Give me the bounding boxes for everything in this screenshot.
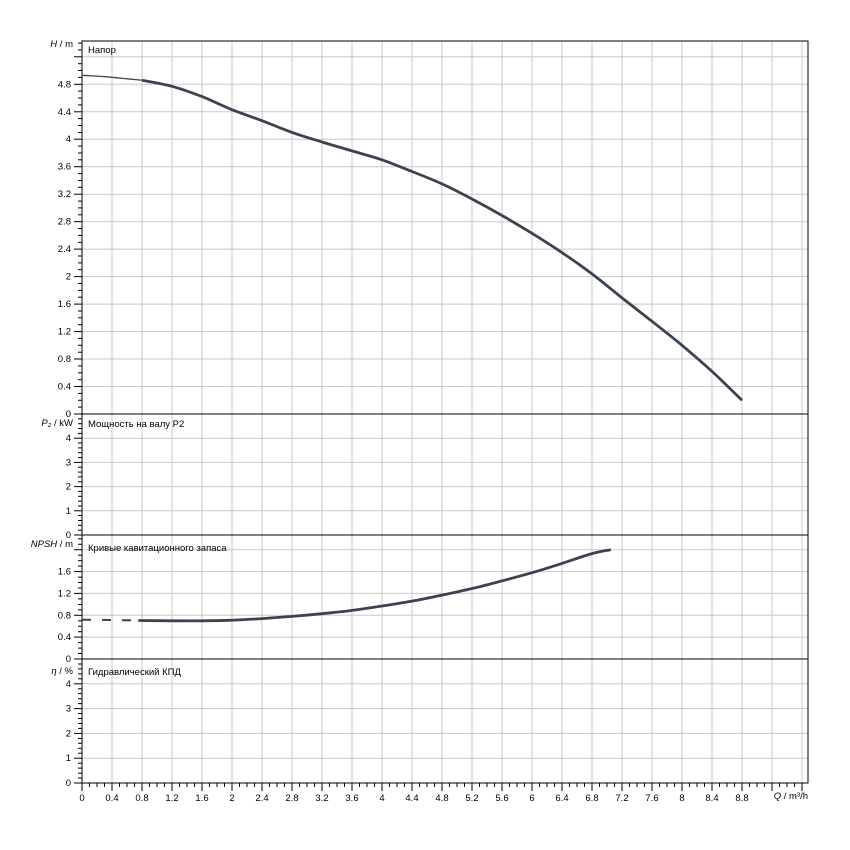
power-axis-unit: kW [59, 418, 73, 429]
x-tick-label: 1.2 [165, 793, 178, 804]
y-tick-label: 2 [66, 482, 71, 493]
y-tick-label: 4.8 [58, 79, 71, 90]
y-tick-label: 1 [66, 506, 71, 517]
x-tick-label: 4.8 [435, 793, 448, 804]
npsh-axis-unit: m [65, 539, 73, 550]
flow-axis-symbol: Q [773, 791, 782, 802]
y-tick-label: 1 [66, 753, 71, 764]
gridlines [82, 41, 808, 783]
y-tick-label: 4.4 [58, 107, 71, 118]
efficiency-axis-label: η / % [51, 666, 73, 677]
y-tick-label: 4 [66, 433, 71, 444]
y-tick-label: 3 [66, 704, 71, 715]
head-axis-symbol: H [50, 39, 58, 50]
x-tick-label: 0.4 [105, 793, 118, 804]
y-tick-labels: 0 1 2 3 4 [66, 433, 71, 541]
y-tick-label: 4 [66, 679, 71, 690]
x-tick-label: 5.2 [465, 793, 478, 804]
y-tick-label: 0 [66, 778, 71, 789]
y-tick-label: 3.6 [58, 162, 71, 173]
npsh-axis-label: NPSH / m [31, 539, 73, 550]
efficiency-axis-symbol: η [51, 666, 57, 677]
y-tick-label: 0.4 [58, 632, 71, 643]
y-tick-label: 2 [66, 728, 71, 739]
y-tick-label: 1.6 [58, 567, 71, 578]
x-tick-label: 7.6 [645, 793, 658, 804]
x-tick-label: 7.2 [615, 793, 628, 804]
x-tick-label: 8.8 [735, 793, 748, 804]
x-tick-label: 2 [229, 793, 234, 804]
axis-ticks [74, 42, 803, 791]
y-tick-label: 0.4 [58, 382, 71, 393]
flow-axis-unit: m³/h [789, 791, 808, 802]
panel-title-head: Напор [88, 45, 116, 56]
axis-separator: / [57, 539, 66, 550]
plot-borders [81, 40, 809, 784]
x-axis-title: Q / m³/h [774, 791, 808, 802]
axis-separator: / [57, 39, 66, 50]
power-axis-label: P₂ / kW [41, 418, 73, 429]
y-tick-label: 0.8 [58, 610, 71, 621]
y-tick-label: 1.6 [58, 299, 71, 310]
axis-separator: / [51, 418, 60, 429]
x-tick-label: 6.8 [585, 793, 598, 804]
y-tick-label: 0 [66, 409, 71, 420]
curves [81, 74, 743, 623]
y-tick-label: 3.2 [58, 189, 71, 200]
panel-title-npsh: Кривые кавитационного запаса [88, 543, 227, 554]
x-tick-labels: 0 0.4 0.8 1.2 1.6 2 2.4 2.8 3.2 3.6 4 4.4 4.8 5.2 5.6 6… [79, 793, 748, 804]
axis-separator: / [56, 666, 65, 677]
x-tick-label: 0 [79, 793, 84, 804]
x-tick-label: 3.2 [315, 793, 328, 804]
y-tick-label: 1.2 [58, 588, 71, 599]
y-tick-label: 2.4 [58, 244, 71, 255]
y-tick-label: 2 [66, 272, 71, 283]
y-tick-label: 0 [66, 654, 71, 665]
efficiency-axis-unit: % [64, 666, 73, 677]
x-tick-label: 2.8 [285, 793, 298, 804]
x-tick-label: 8.4 [705, 793, 718, 804]
panel-title-efficiency: Гидравлический КПД [88, 667, 181, 678]
npsh-curve [138, 548, 612, 623]
y-tick-label: 2.8 [58, 217, 71, 228]
plot-frame [81, 40, 809, 784]
y-tick-label: 0.8 [58, 354, 71, 365]
x-tick-label: 6 [529, 793, 534, 804]
head-axis-unit: m [65, 39, 73, 50]
y-tick-label: 3 [66, 457, 71, 468]
head-curve [141, 78, 743, 402]
y-tick-label: 0 [66, 530, 71, 541]
y-tick-label: 4 [66, 134, 71, 145]
npsh-axis-symbol: NPSH [30, 539, 58, 550]
head-curve-inlet [81, 74, 143, 81]
x-tick-label: 4.4 [405, 793, 418, 804]
x-tick-label: 0.8 [135, 793, 148, 804]
axis-separator: / [781, 791, 789, 802]
head-axis-label: H / m [50, 39, 73, 50]
power-axis-symbol: P₂ [41, 418, 52, 429]
x-tick-label: 2.4 [255, 793, 268, 804]
panel-title-power: Мощность на валу P2 [88, 419, 185, 430]
y-tick-labels: 0 1 2 3 4 [66, 679, 71, 789]
x-tick-label: 4 [379, 793, 384, 804]
npsh-curve-inlet [81, 618, 139, 622]
x-tick-label: 1.6 [195, 793, 208, 804]
y-tick-labels: 0 0.4 0.8 1.2 1.6 2 2.4 2.8 3.2 3.6 4 4.4 4.8 [58, 79, 71, 420]
x-tick-label: 6.4 [555, 793, 568, 804]
y-tick-labels: 0 0.4 0.8 1.2 1.6 [58, 567, 71, 665]
x-tick-label: 8 [679, 793, 684, 804]
x-tick-label: 5.6 [495, 793, 508, 804]
y-tick-label: 1.2 [58, 327, 71, 338]
x-tick-label: 3.6 [345, 793, 358, 804]
